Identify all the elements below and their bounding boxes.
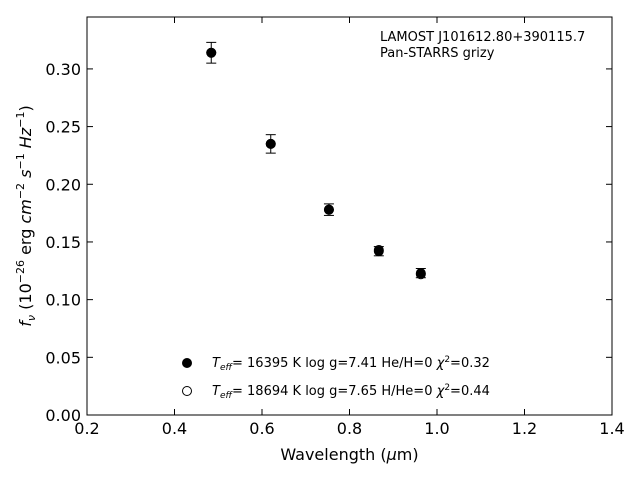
observed-point: [265, 138, 276, 149]
legend-chi2-2: =0.44: [450, 384, 490, 399]
observed-point: [415, 268, 426, 279]
plot-area: [86, 16, 613, 416]
legend-teff-2: = 18694 K: [232, 384, 302, 399]
y-tick-label: 0.05: [45, 348, 81, 367]
legend-teff-1: = 16395 K: [232, 356, 302, 371]
legend-comp-2: H/He=0: [381, 384, 432, 399]
x-tick-label: 1.0: [424, 419, 449, 438]
x-tick-label: 1.4: [599, 419, 624, 438]
data-points: [206, 41, 426, 280]
x-tick-label: 1.2: [512, 419, 537, 438]
y-axis-title: fν (10−26 erg cm−2 s−1 Hz−1): [14, 105, 38, 326]
legend-marker-open: [182, 386, 192, 396]
legend-entry-2: Teff= 18694 K log g=7.65 H/He=0 χ2=0.44: [212, 383, 490, 401]
legend-chi2-1: =0.32: [450, 356, 490, 371]
annotation-survey: Pan-STARRS grizy: [380, 46, 495, 61]
observed-point: [373, 246, 384, 257]
annotation-object-name: LAMOST J101612.80+390115.7: [380, 30, 585, 45]
x-axis-title: Wavelength (μm): [280, 445, 418, 464]
y-axis-ticks: 0.00 0.05 0.10 0.15 0.20 0.25 0.30: [45, 60, 612, 425]
y-tick-label: 0.15: [45, 233, 81, 252]
y-tick-label: 0.00: [45, 406, 81, 425]
legend-marker-filled: [182, 358, 192, 368]
x-axis-ticks: 0.2 0.4 0.6 0.8 1.0 1.2 1.4: [74, 17, 625, 438]
x-tick-label: 0.4: [162, 419, 187, 438]
observed-point: [206, 47, 217, 58]
x-tick-label: 0.6: [249, 419, 274, 438]
y-tick-label: 0.10: [45, 291, 81, 310]
y-tick-label: 0.30: [45, 60, 81, 79]
legend-logg-1: log g=7.41: [305, 356, 377, 371]
y-tick-label: 0.20: [45, 175, 81, 194]
legend-logg-2: log g=7.65: [305, 384, 377, 399]
legend: Teff= 16395 K log g=7.41 He/H=0 χ2=0.32 …: [182, 355, 490, 401]
y-tick-label: 0.25: [45, 118, 81, 137]
legend-entry-1: Teff= 16395 K log g=7.41 He/H=0 χ2=0.32: [212, 355, 490, 373]
x-tick-label: 0.8: [337, 419, 362, 438]
x-tick-label: 0.2: [74, 419, 99, 438]
legend-comp-1: He/H=0: [381, 356, 432, 371]
observed-point: [323, 204, 334, 215]
